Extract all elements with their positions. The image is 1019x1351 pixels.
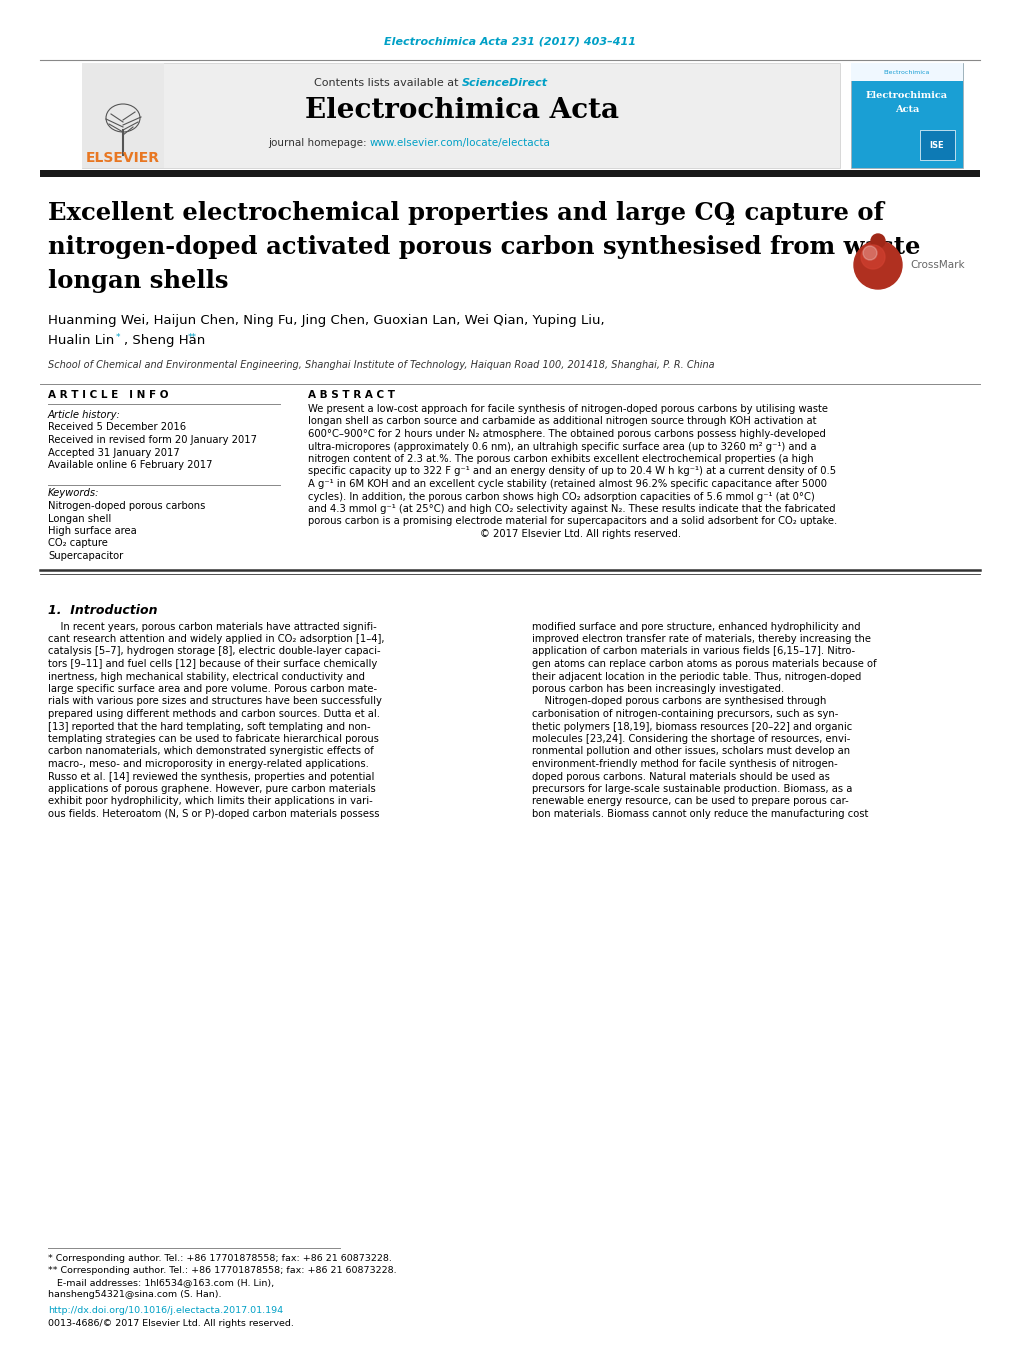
Text: Longan shell: Longan shell <box>48 513 111 523</box>
Circle shape <box>862 246 876 259</box>
Text: Excellent electrochemical properties and large CO: Excellent electrochemical properties and… <box>48 201 734 226</box>
Text: gen atoms can replace carbon atoms as porous materials because of: gen atoms can replace carbon atoms as po… <box>532 659 875 669</box>
Text: cant research attention and widely applied in CO₂ adsorption [1–4],: cant research attention and widely appli… <box>48 634 384 644</box>
Text: Keywords:: Keywords: <box>48 489 100 499</box>
Text: cycles). In addition, the porous carbon shows high CO₂ adsorption capacities of : cycles). In addition, the porous carbon … <box>308 492 814 501</box>
Text: ous fields. Heteroatom (N, S or P)-doped carbon materials possess: ous fields. Heteroatom (N, S or P)-doped… <box>48 809 379 819</box>
Bar <box>82 63 164 168</box>
Text: exhibit poor hydrophilicity, which limits their applications in vari-: exhibit poor hydrophilicity, which limit… <box>48 797 372 807</box>
Text: capture of: capture of <box>736 201 883 226</box>
Text: A g⁻¹ in 6M KOH and an excellent cycle stability (retained almost 96.2% specific: A g⁻¹ in 6M KOH and an excellent cycle s… <box>308 480 826 489</box>
Text: CO₂ capture: CO₂ capture <box>48 539 108 549</box>
Text: Received 5 December 2016: Received 5 December 2016 <box>48 423 185 432</box>
Text: carbonisation of nitrogen-containing precursors, such as syn-: carbonisation of nitrogen-containing pre… <box>532 709 838 719</box>
Text: Acta: Acta <box>894 105 918 115</box>
Text: specific capacity up to 322 F g⁻¹ and an energy density of up to 20.4 W h kg⁻¹) : specific capacity up to 322 F g⁻¹ and an… <box>308 466 836 477</box>
Text: ultra-micropores (approximately 0.6 nm), an ultrahigh specific surface area (up : ultra-micropores (approximately 0.6 nm),… <box>308 442 815 451</box>
Text: Electrochimica Acta: Electrochimica Acta <box>305 96 619 123</box>
Text: *: * <box>116 332 120 342</box>
Text: We present a low-cost approach for facile synthesis of nitrogen-doped porous car: We present a low-cost approach for facil… <box>308 404 827 413</box>
Text: Nitrogen-doped porous carbons: Nitrogen-doped porous carbons <box>48 501 205 511</box>
Text: renewable energy resource, can be used to prepare porous car-: renewable energy resource, can be used t… <box>532 797 848 807</box>
Text: http://dx.doi.org/10.1016/j.electacta.2017.01.194: http://dx.doi.org/10.1016/j.electacta.20… <box>48 1306 283 1315</box>
Text: **: ** <box>187 332 197 342</box>
Text: large specific surface area and pore volume. Porous carbon mate-: large specific surface area and pore vol… <box>48 684 377 694</box>
Text: CrossMark: CrossMark <box>909 259 964 270</box>
Text: templating strategies can be used to fabricate hierarchical porous: templating strategies can be used to fab… <box>48 734 378 744</box>
Text: Accepted 31 January 2017: Accepted 31 January 2017 <box>48 447 179 458</box>
Text: ISE: ISE <box>928 141 944 150</box>
Text: Available online 6 February 2017: Available online 6 February 2017 <box>48 459 212 470</box>
Text: Electrochimica: Electrochimica <box>865 91 947 100</box>
Text: ronmental pollution and other issues, scholars must develop an: ronmental pollution and other issues, sc… <box>532 747 849 757</box>
Text: A B S T R A C T: A B S T R A C T <box>308 390 394 400</box>
Text: Hualin Lin: Hualin Lin <box>48 334 114 347</box>
Text: their adjacent location in the periodic table. Thus, nitrogen-doped: their adjacent location in the periodic … <box>532 671 860 681</box>
Text: Supercapacitor: Supercapacitor <box>48 551 123 561</box>
Text: Article history:: Article history: <box>48 409 121 420</box>
Text: 0013-4686/© 2017 Elsevier Ltd. All rights reserved.: 0013-4686/© 2017 Elsevier Ltd. All right… <box>48 1319 293 1328</box>
Text: * Corresponding author. Tel.: +86 17701878558; fax: +86 21 60873228.: * Corresponding author. Tel.: +86 177018… <box>48 1254 391 1263</box>
Bar <box>850 63 962 168</box>
Text: catalysis [5–7], hydrogen storage [8], electric double-layer capaci-: catalysis [5–7], hydrogen storage [8], e… <box>48 647 380 657</box>
Bar <box>40 170 979 177</box>
Circle shape <box>860 245 884 269</box>
Text: macro-, meso- and microporosity in energy-related applications.: macro-, meso- and microporosity in energ… <box>48 759 369 769</box>
Circle shape <box>870 234 884 249</box>
Text: Nitrogen-doped porous carbons are synthesised through: Nitrogen-doped porous carbons are synthe… <box>532 697 825 707</box>
Text: Electrochimica Acta 231 (2017) 403–411: Electrochimica Acta 231 (2017) 403–411 <box>383 36 636 47</box>
Bar <box>850 63 962 81</box>
Text: precursors for large-scale sustainable production. Biomass, as a: precursors for large-scale sustainable p… <box>532 784 852 794</box>
Text: High surface area: High surface area <box>48 526 137 536</box>
Text: ** Corresponding author. Tel.: +86 17701878558; fax: +86 21 60873228.: ** Corresponding author. Tel.: +86 17701… <box>48 1266 396 1275</box>
Text: Huanming Wei, Haijun Chen, Ning Fu, Jing Chen, Guoxian Lan, Wei Qian, Yuping Liu: Huanming Wei, Haijun Chen, Ning Fu, Jing… <box>48 313 604 327</box>
Ellipse shape <box>106 104 140 132</box>
Text: School of Chemical and Environmental Engineering, Shanghai Institute of Technolo: School of Chemical and Environmental Eng… <box>48 359 714 370</box>
Text: doped porous carbons. Natural materials should be used as: doped porous carbons. Natural materials … <box>532 771 829 781</box>
Bar <box>919 130 954 159</box>
Text: Russo et al. [14] reviewed the synthesis, properties and potential: Russo et al. [14] reviewed the synthesis… <box>48 771 374 781</box>
Text: longan shell as carbon source and carbamide as additional nitrogen source throug: longan shell as carbon source and carbam… <box>308 416 815 427</box>
Text: 2: 2 <box>725 213 735 228</box>
Text: nitrogen-doped activated porous carbon synthesised from waste: nitrogen-doped activated porous carbon s… <box>48 235 919 259</box>
Text: application of carbon materials in various fields [6,15–17]. Nitro-: application of carbon materials in vario… <box>532 647 854 657</box>
Text: applications of porous graphene. However, pure carbon materials: applications of porous graphene. However… <box>48 784 375 794</box>
Text: thetic polymers [18,19], biomass resources [20–22] and organic: thetic polymers [18,19], biomass resourc… <box>532 721 852 731</box>
Text: modified surface and pore structure, enhanced hydrophilicity and: modified surface and pore structure, enh… <box>532 621 860 631</box>
Bar <box>82 63 840 168</box>
Text: www.elsevier.com/locate/electacta: www.elsevier.com/locate/electacta <box>370 138 550 149</box>
Text: porous carbon is a promising electrode material for supercapacitors and a solid : porous carbon is a promising electrode m… <box>308 516 837 527</box>
Text: molecules [23,24]. Considering the shortage of resources, envi-: molecules [23,24]. Considering the short… <box>532 734 850 744</box>
Text: porous carbon has been increasingly investigated.: porous carbon has been increasingly inve… <box>532 684 784 694</box>
Text: bon materials. Biomass cannot only reduce the manufacturing cost: bon materials. Biomass cannot only reduc… <box>532 809 867 819</box>
Text: Electrochimica: Electrochimica <box>882 69 929 74</box>
Text: nitrogen content of 2.3 at.%. The porous carbon exhibits excellent electrochemic: nitrogen content of 2.3 at.%. The porous… <box>308 454 813 463</box>
Text: ScienceDirect: ScienceDirect <box>462 78 547 88</box>
Text: inertness, high mechanical stability, electrical conductivity and: inertness, high mechanical stability, el… <box>48 671 365 681</box>
Text: ELSEVIER: ELSEVIER <box>86 151 160 165</box>
Text: 600°C–900°C for 2 hours under N₂ atmosphere. The obtained porous carbons possess: 600°C–900°C for 2 hours under N₂ atmosph… <box>308 430 825 439</box>
Text: prepared using different methods and carbon sources. Dutta et al.: prepared using different methods and car… <box>48 709 380 719</box>
Text: hansheng54321@sina.com (S. Han).: hansheng54321@sina.com (S. Han). <box>48 1290 221 1300</box>
Text: In recent years, porous carbon materials have attracted signifi-: In recent years, porous carbon materials… <box>48 621 376 631</box>
Text: 1.  Introduction: 1. Introduction <box>48 604 157 616</box>
Text: improved electron transfer rate of materials, thereby increasing the: improved electron transfer rate of mater… <box>532 634 870 644</box>
Circle shape <box>853 240 901 289</box>
Text: environment-friendly method for facile synthesis of nitrogen-: environment-friendly method for facile s… <box>532 759 837 769</box>
Text: tors [9–11] and fuel cells [12] because of their surface chemically: tors [9–11] and fuel cells [12] because … <box>48 659 377 669</box>
Text: journal homepage:: journal homepage: <box>268 138 370 149</box>
Text: carbon nanomaterials, which demonstrated synergistic effects of: carbon nanomaterials, which demonstrated… <box>48 747 373 757</box>
Text: Contents lists available at: Contents lists available at <box>314 78 462 88</box>
Text: [13] reported that the hard templating, soft templating and non-: [13] reported that the hard templating, … <box>48 721 370 731</box>
Text: , Sheng Han: , Sheng Han <box>124 334 205 347</box>
Text: and 4.3 mmol g⁻¹ (at 25°C) and high CO₂ selectivity against N₂. These results in: and 4.3 mmol g⁻¹ (at 25°C) and high CO₂ … <box>308 504 835 513</box>
Text: longan shells: longan shells <box>48 269 228 293</box>
Text: E-mail addresses: 1hl6534@163.com (H. Lin),: E-mail addresses: 1hl6534@163.com (H. Li… <box>48 1278 274 1288</box>
Text: © 2017 Elsevier Ltd. All rights reserved.: © 2017 Elsevier Ltd. All rights reserved… <box>308 530 681 539</box>
Text: A R T I C L E   I N F O: A R T I C L E I N F O <box>48 390 168 400</box>
Text: Received in revised form 20 January 2017: Received in revised form 20 January 2017 <box>48 435 257 444</box>
Text: rials with various pore sizes and structures have been successfully: rials with various pore sizes and struct… <box>48 697 381 707</box>
